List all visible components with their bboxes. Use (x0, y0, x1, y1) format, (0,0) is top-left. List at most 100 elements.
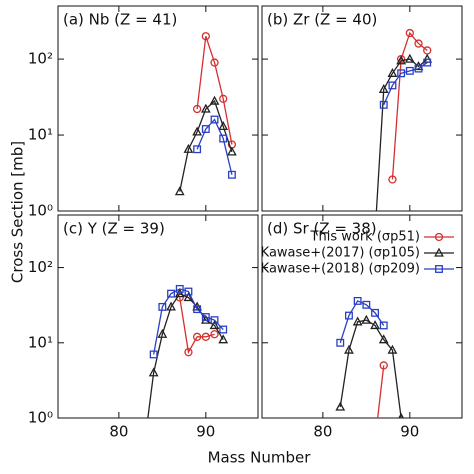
point (183, 292, 194, 302)
point (336, 338, 345, 347)
point (184, 348, 193, 357)
point (193, 145, 202, 154)
panel-frame (57, 5, 259, 212)
point (352, 316, 363, 326)
point (174, 288, 185, 298)
point (184, 287, 193, 296)
point (345, 311, 353, 320)
y-tick-label: 10⁰ (28, 409, 53, 427)
series-line (153, 288, 224, 355)
point (192, 126, 203, 136)
panel-frame (261, 214, 463, 419)
point (344, 344, 354, 354)
point (158, 302, 167, 311)
series-line (375, 58, 428, 211)
legend-marker (434, 247, 444, 257)
y-tick-label: 10⁰ (28, 202, 53, 220)
y-tick-label: 10¹ (28, 126, 53, 144)
y-tick-label: 10² (28, 50, 53, 68)
point (174, 186, 185, 196)
point (388, 175, 397, 184)
x-axis-label: Mass Number (208, 449, 312, 467)
point (396, 55, 407, 65)
point (157, 328, 168, 338)
y-axis-label: Cross Section [mb] (9, 141, 27, 283)
point (398, 412, 405, 418)
point (388, 81, 397, 90)
x-tick-label: 80 (109, 423, 128, 441)
point (227, 170, 236, 179)
legend-marker (435, 265, 443, 273)
panel-title: (d) Sr (Z = 38) (267, 220, 377, 238)
legend-label: Kawase+(2018) (σp209) (261, 262, 420, 277)
point (219, 325, 228, 334)
point (200, 314, 211, 324)
point (201, 125, 210, 133)
series-group (174, 32, 237, 196)
point (405, 28, 414, 38)
point (422, 53, 433, 63)
legend-marker (434, 232, 444, 242)
point (219, 134, 228, 143)
point (227, 146, 237, 156)
point (414, 64, 423, 73)
point (200, 103, 211, 113)
point (362, 300, 371, 309)
legend-label: Kawase+(2017) (σp105) (261, 246, 420, 261)
series-line (377, 365, 385, 418)
point (387, 344, 398, 354)
point (192, 104, 202, 114)
series-line (196, 118, 233, 175)
panel-title: (b) Zr (Z = 40) (267, 11, 377, 29)
point (413, 61, 424, 71)
point (183, 143, 194, 153)
point (167, 289, 175, 298)
point (372, 437, 379, 444)
point (404, 53, 415, 63)
point (353, 296, 362, 305)
y-tick-label: 10² (28, 258, 53, 276)
panel-frame (57, 214, 259, 419)
point (210, 316, 219, 325)
point (379, 321, 388, 330)
series-line (196, 36, 233, 145)
point (210, 58, 219, 67)
point (335, 401, 346, 411)
point (423, 58, 432, 67)
point (210, 115, 219, 124)
series-line (179, 99, 233, 192)
point (371, 308, 379, 317)
point (210, 330, 219, 339)
series-group (141, 284, 229, 444)
point (397, 69, 406, 78)
point (387, 67, 398, 77)
point (405, 66, 414, 75)
series-group (335, 296, 405, 444)
point (149, 350, 158, 359)
point (209, 320, 220, 330)
x-tick-label: 90 (400, 423, 419, 441)
y-tick-label: 10¹ (28, 333, 53, 351)
point (166, 301, 176, 311)
point (209, 95, 220, 105)
point (218, 334, 229, 344)
legend-label: This work (σp51) (310, 230, 420, 245)
point (379, 361, 388, 370)
point (193, 305, 202, 314)
point (219, 94, 228, 103)
point (201, 332, 210, 341)
panel-title: (c) Y (Z = 39) (63, 220, 165, 238)
point (378, 83, 389, 93)
panel-title: (a) Nb (Z = 41) (63, 11, 177, 29)
point (201, 313, 210, 321)
point (218, 121, 229, 131)
series-line (339, 300, 385, 343)
point (370, 320, 380, 330)
series-line (339, 319, 402, 418)
point (141, 437, 149, 444)
point (414, 39, 423, 48)
point (378, 334, 389, 344)
point (175, 284, 184, 293)
x-tick-label: 80 (313, 423, 332, 441)
